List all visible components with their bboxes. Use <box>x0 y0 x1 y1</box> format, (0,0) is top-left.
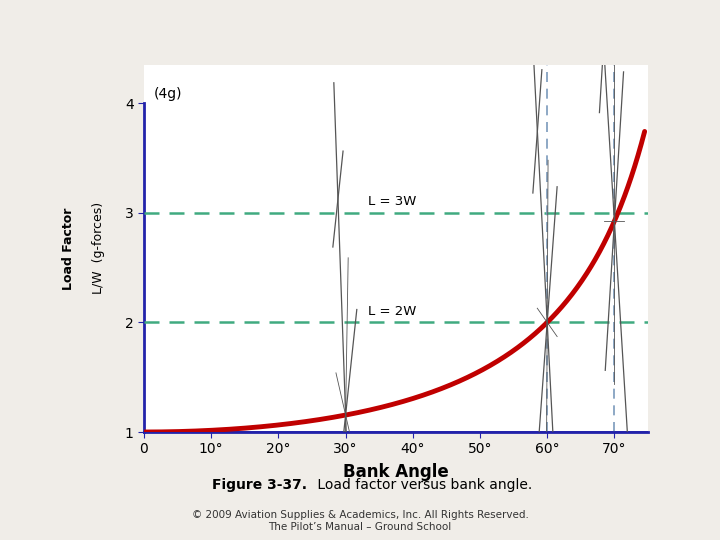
Text: Load Factor: Load Factor <box>62 207 75 289</box>
X-axis label: Bank Angle: Bank Angle <box>343 463 449 481</box>
Text: L/W  (g-forces): L/W (g-forces) <box>92 202 105 294</box>
Text: (4g): (4g) <box>154 87 183 101</box>
Text: Load factor versus bank angle.: Load factor versus bank angle. <box>313 478 533 492</box>
Text: Figure 3-37.: Figure 3-37. <box>212 478 307 492</box>
Text: L = 2W: L = 2W <box>369 305 417 318</box>
Text: © 2009 Aviation Supplies & Academics, Inc. All Rights Reserved.
The Pilot’s Manu: © 2009 Aviation Supplies & Academics, In… <box>192 510 528 532</box>
Text: L = 3W: L = 3W <box>369 195 417 208</box>
